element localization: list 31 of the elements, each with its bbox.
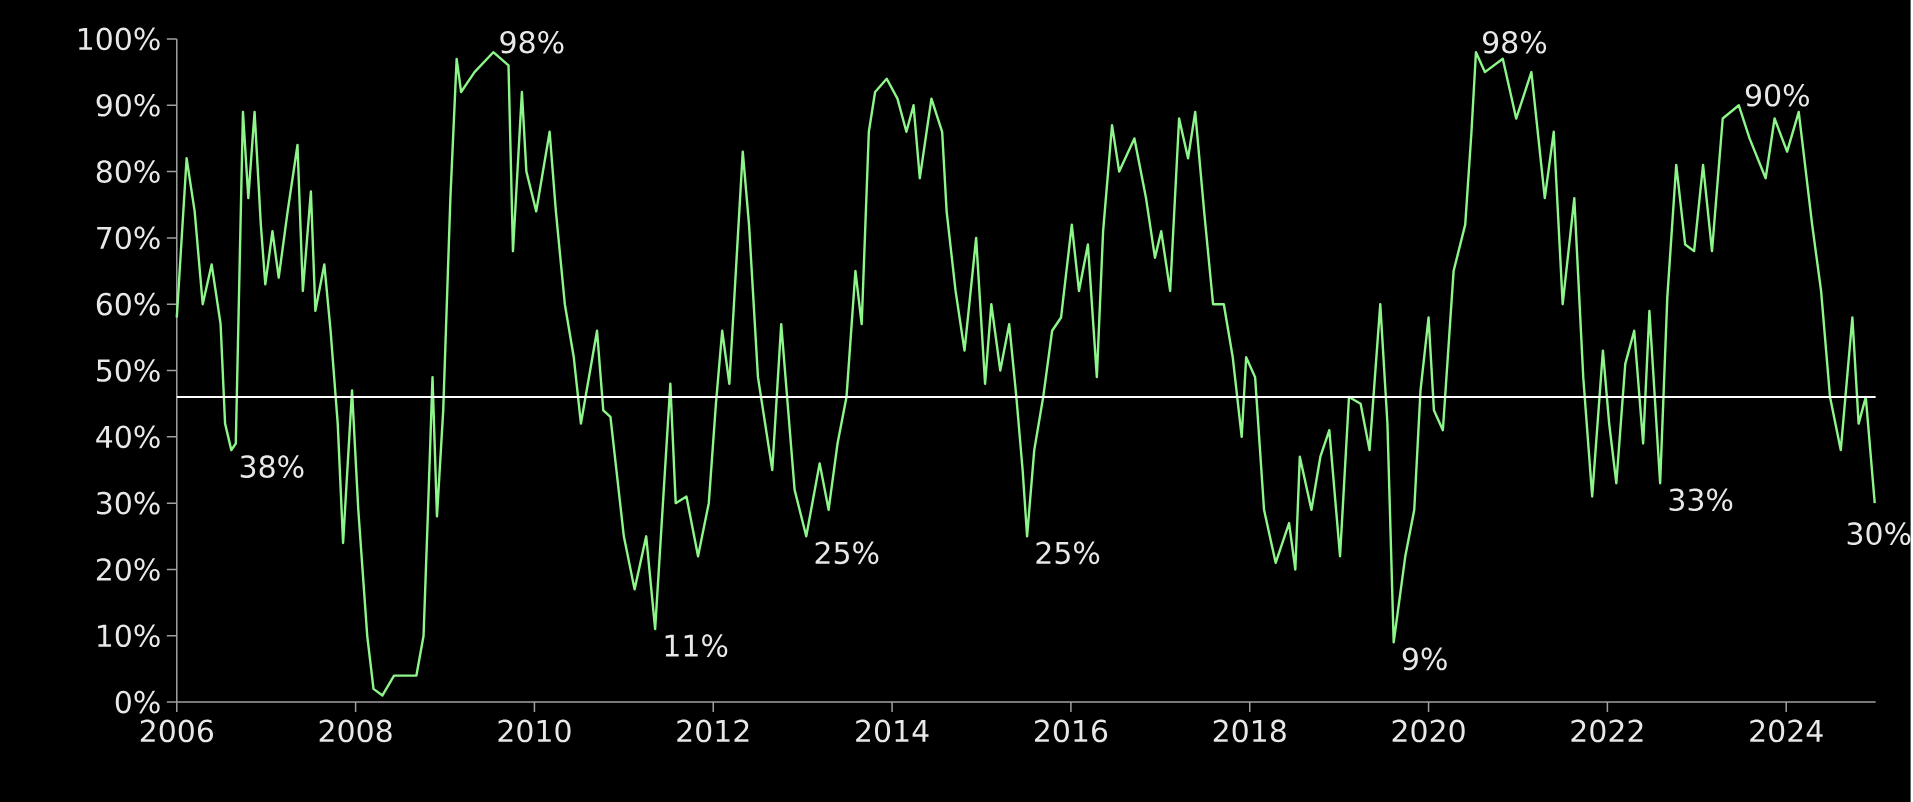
x-tick-label: 2016 bbox=[1034, 719, 1108, 743]
y-tick-label: 70% bbox=[97, 226, 160, 250]
y-tick-label: 0% bbox=[115, 690, 160, 714]
annotation: 33% bbox=[1669, 488, 1733, 512]
annotation: 98% bbox=[500, 30, 564, 54]
y-tick-label: 90% bbox=[96, 93, 160, 117]
y-tick-label: 100% bbox=[78, 27, 160, 51]
y-tick-label: 50% bbox=[97, 359, 160, 382]
x-tick-label: 2024 bbox=[1750, 719, 1823, 743]
x-tick-label: 2008 bbox=[319, 719, 392, 743]
y-tick-label: 60% bbox=[96, 292, 160, 316]
y-tick-label: 30% bbox=[97, 491, 160, 515]
x-tick-label: 2014 bbox=[856, 719, 929, 743]
annotation: 25% bbox=[815, 541, 879, 565]
annotation: 98% bbox=[1483, 30, 1547, 54]
annotation: 38% bbox=[240, 455, 304, 478]
annotation: 9% bbox=[1402, 647, 1447, 671]
x-tick-label: 2010 bbox=[498, 719, 571, 743]
annotation: 90% bbox=[1745, 83, 1809, 107]
x-tick-label: 2020 bbox=[1392, 719, 1465, 743]
x-tick-label: 2022 bbox=[1571, 719, 1643, 743]
y-tick-label: 80% bbox=[96, 160, 160, 183]
x-tick-label: 2012 bbox=[677, 719, 749, 743]
y-tick-label: 20% bbox=[96, 558, 160, 581]
y-tick-label: 10% bbox=[98, 624, 160, 648]
y-tick-label: 40% bbox=[96, 425, 160, 449]
annotation: 30% bbox=[1847, 522, 1911, 545]
x-tick-label: 2018 bbox=[1213, 719, 1286, 743]
x-tick-label: 2006 bbox=[140, 719, 214, 743]
annotation: 25% bbox=[1036, 541, 1100, 565]
annotation: 11% bbox=[665, 634, 728, 658]
